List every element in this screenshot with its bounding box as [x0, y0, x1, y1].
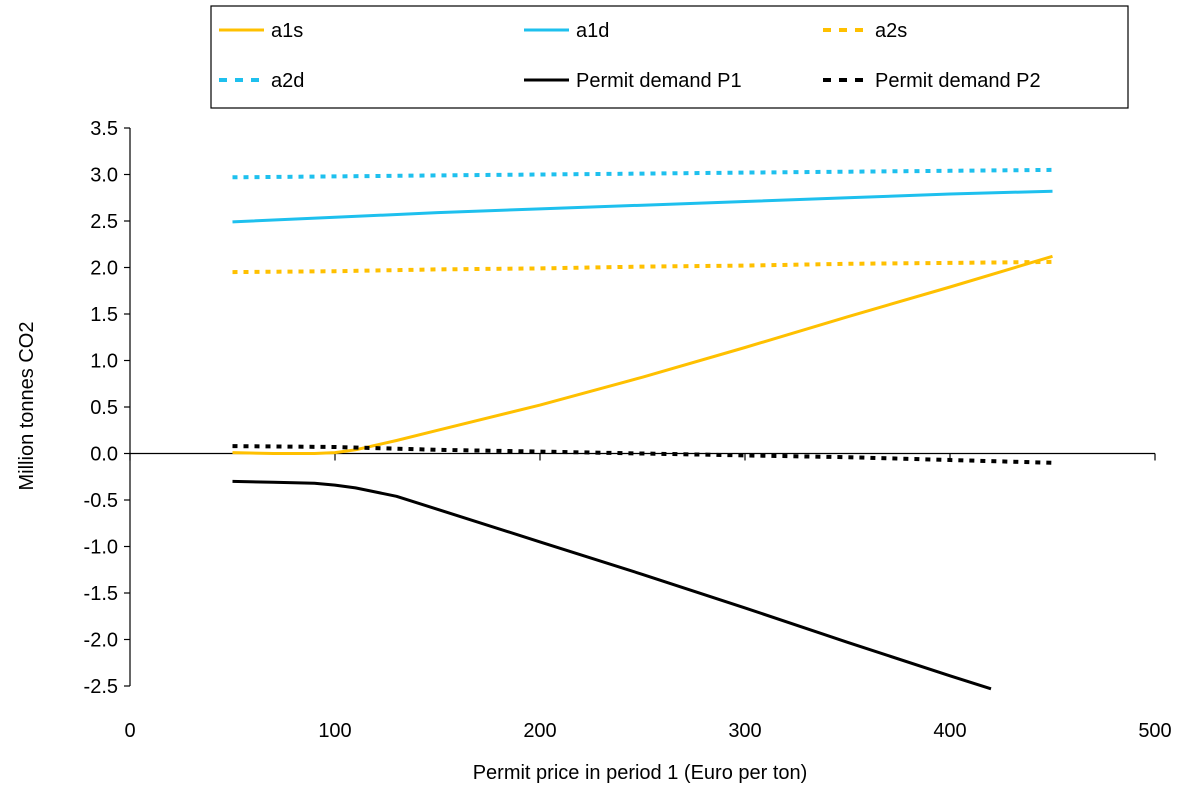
legend-label-4: Permit demand P1: [576, 70, 742, 92]
y-tick-label: 2.5: [90, 211, 118, 233]
y-tick-label: 0.0: [90, 444, 118, 466]
x-axis-title: Permit price in period 1 (Euro per ton): [473, 762, 808, 784]
series-line-0: [232, 254, 1053, 455]
y-tick-label: -1.5: [84, 583, 118, 605]
y-tick-label: 1.5: [90, 304, 118, 326]
y-tick-label: 1.0: [90, 351, 118, 373]
x-tick-label: 100: [318, 720, 351, 742]
x-tick-label: 200: [523, 720, 556, 742]
legend-label-2: a2s: [875, 20, 907, 42]
legend-label-5: Permit demand P2: [875, 70, 1041, 92]
series-line-2: [232, 259, 1053, 275]
series-line-5: [232, 444, 1053, 465]
axes: 3.5 3.0 2.5 2.0 1.5 1.0 0.5 0.0 -0.5 -1.0 -1.5 -2.0…: [84, 118, 1172, 742]
series-line-1: [232, 189, 1053, 224]
y-tick-label: 3.0: [90, 165, 118, 187]
y-tick-label: -2.0: [84, 630, 118, 652]
legend-box: [210, 5, 1129, 109]
legend-label-3: a2d: [271, 70, 304, 92]
plot-area: [232, 167, 1053, 691]
x-tick-label: 0: [124, 720, 135, 742]
y-tick-label: 2.0: [90, 258, 118, 280]
x-tick-label: 400: [933, 720, 966, 742]
y-tick-label: -1.0: [84, 537, 118, 559]
series-line-4: [232, 479, 992, 691]
y-tick-label: -2.5: [84, 676, 118, 698]
x-tick-label: 300: [728, 720, 761, 742]
legend-label-1: a1d: [576, 20, 609, 42]
y-axis-title: Million tonnes CO2: [16, 322, 38, 491]
y-tick-label: 3.5: [90, 118, 118, 140]
legend-label-0: a1s: [271, 20, 303, 42]
y-tick-label: -0.5: [84, 490, 118, 512]
y-tick-label: 0.5: [90, 397, 118, 419]
x-tick-label: 500: [1138, 720, 1171, 742]
legend: a1s a1d a2s a2d Permit demand P1 Permit deman…: [210, 5, 1129, 109]
series-line-3: [232, 167, 1053, 180]
